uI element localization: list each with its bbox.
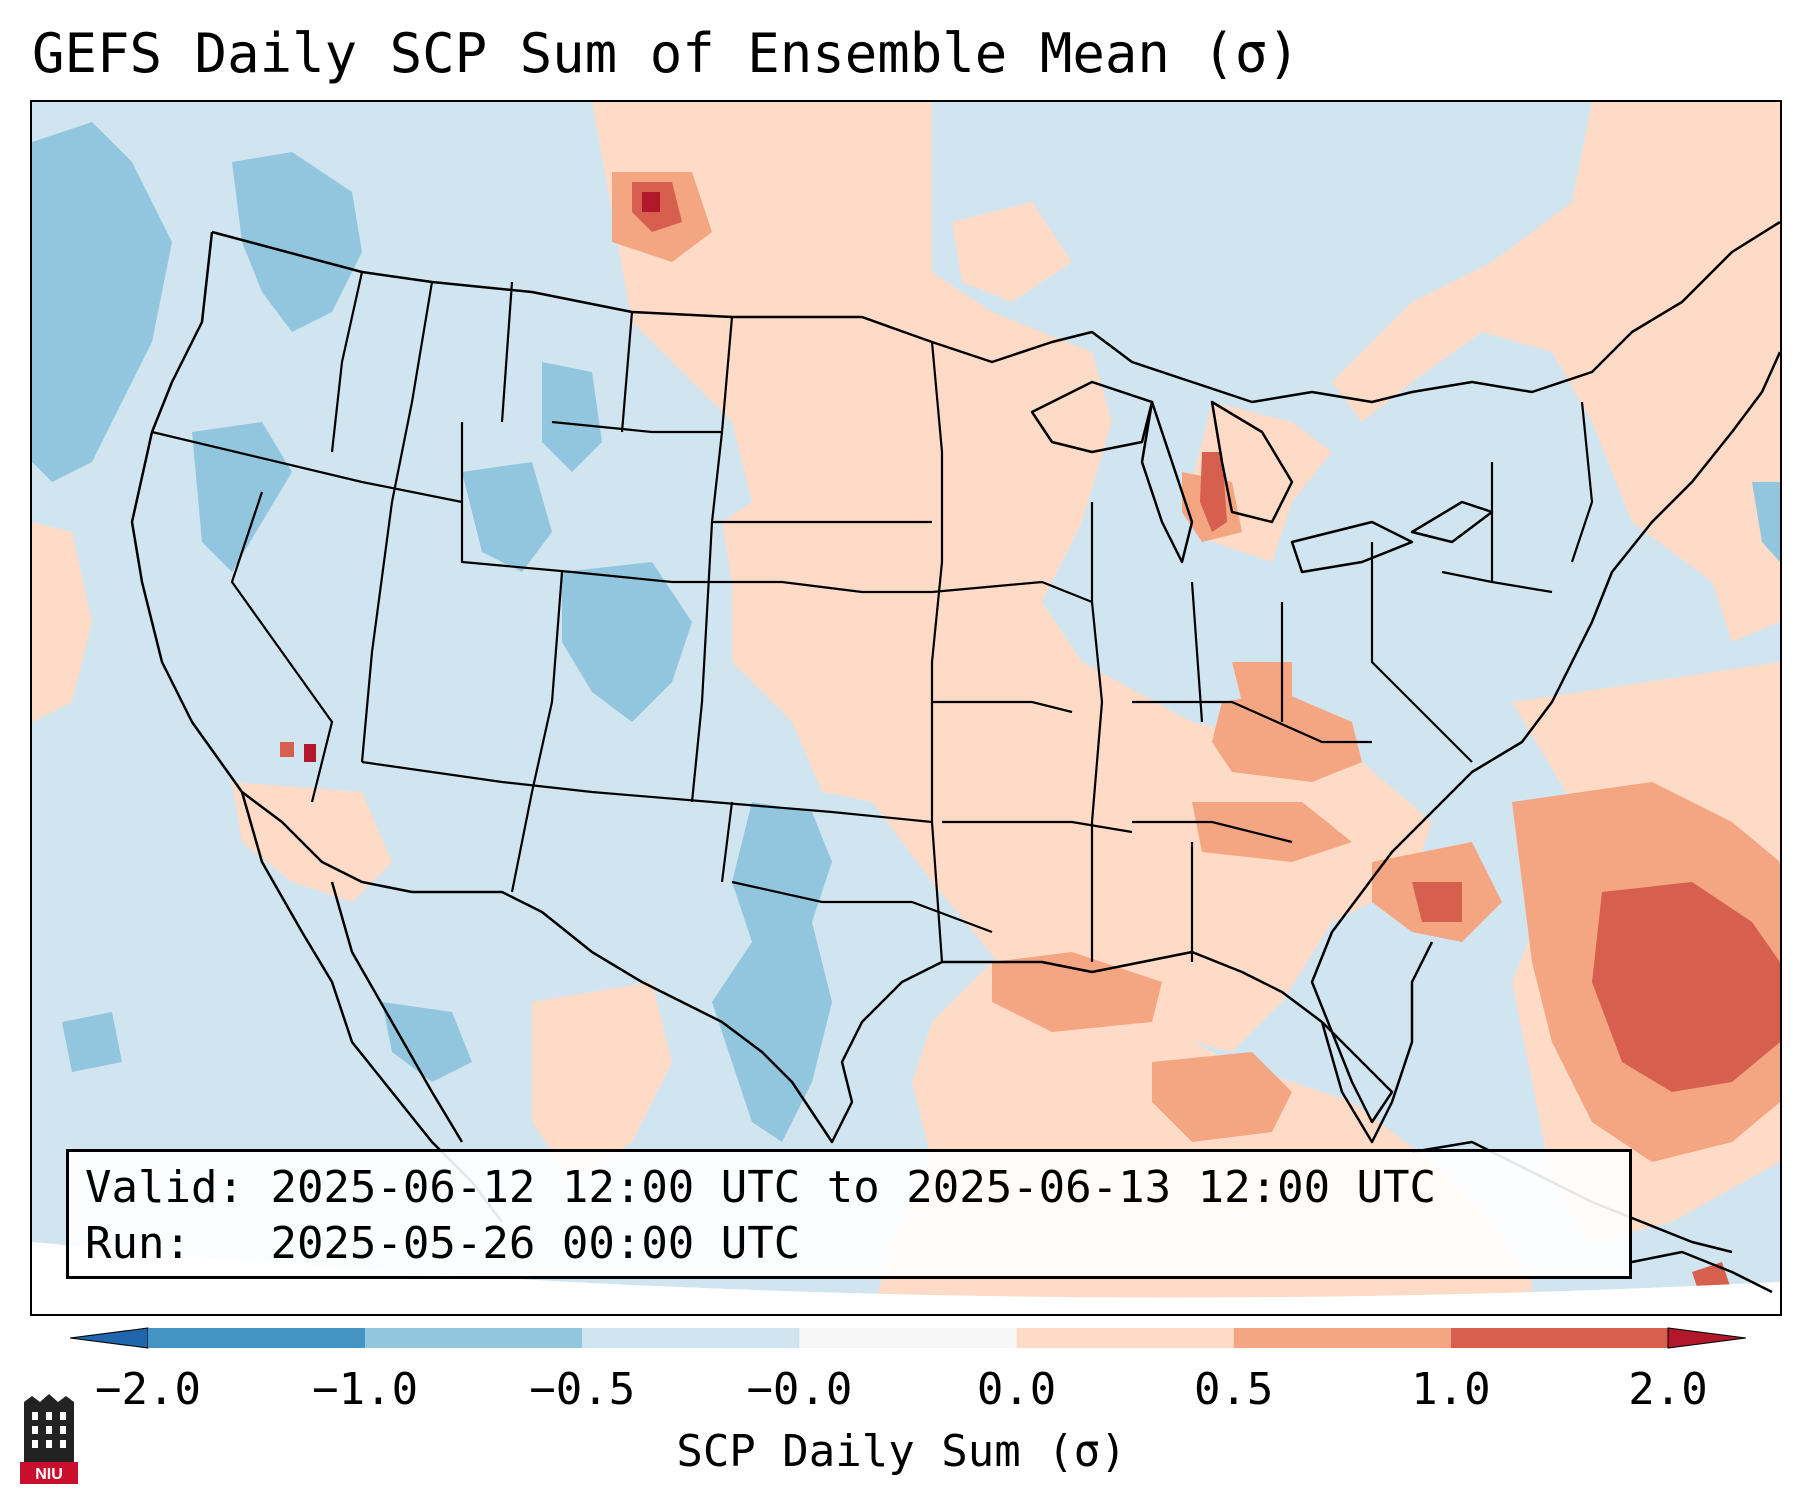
- valid-range: 2025-06-12 12:00 UTC to 2025-06-13 12:00…: [270, 1162, 1437, 1213]
- niu-logo: NIU: [20, 1394, 78, 1484]
- run-time: 2025-05-26 00:00 UTC: [270, 1218, 801, 1269]
- map-panel: [30, 100, 1782, 1316]
- colorbar-tick-label: −2.0: [95, 1364, 201, 1415]
- colorbar-bin: [365, 1328, 583, 1348]
- run-label: Run:: [85, 1218, 191, 1269]
- outside-domain: [32, 1242, 1780, 1314]
- colorbar: [70, 1327, 1746, 1349]
- colorbar-label: SCP Daily Sum (σ): [676, 1426, 1127, 1477]
- chart-title: GEFS Daily SCP Sum of Ensemble Mean (σ): [32, 22, 1300, 85]
- state-lines: [151, 271, 1594, 963]
- field-pos-max: [304, 192, 660, 762]
- colorbar-bin: [148, 1328, 366, 1348]
- colorbar-bin: [1016, 1328, 1234, 1348]
- field-neg-strong: [32, 122, 1780, 1142]
- colorbar-over-extension: [1667, 1327, 1746, 1349]
- colorbar-tick-label: 1.0: [1411, 1364, 1491, 1415]
- colorbar-under-extension: [70, 1327, 149, 1349]
- colorbar-bin: [1233, 1328, 1451, 1348]
- map-boundaries: [130, 220, 1780, 1294]
- colorbar-bin: [799, 1328, 1017, 1348]
- colorbar-bin: [1450, 1328, 1668, 1348]
- anomaly-map: [32, 102, 1780, 1314]
- logo-text: NIU: [35, 1466, 63, 1483]
- validity-info-box: Valid: 2025-06-12 12:00 UTC to 2025-06-1…: [66, 1149, 1632, 1279]
- colorbar-tick-label: 2.0: [1628, 1364, 1708, 1415]
- colorbar-tick-label: 0.0: [976, 1364, 1057, 1415]
- colorbar-bin: [582, 1328, 800, 1348]
- colorbar-bins: [148, 1328, 1668, 1348]
- colorbar-ticks: −2.0 −1.0 −0.5 −0.0 0.0 0.5 1.0 2.0: [0, 1362, 1803, 1422]
- valid-label: Valid:: [85, 1162, 244, 1213]
- colorbar-tick-label: −0.0: [746, 1364, 853, 1415]
- colorbar-tick-label: −1.0: [312, 1364, 419, 1415]
- colorbar-tick-label: 0.5: [1193, 1364, 1274, 1415]
- colorbar-tick-label: −0.5: [529, 1364, 636, 1415]
